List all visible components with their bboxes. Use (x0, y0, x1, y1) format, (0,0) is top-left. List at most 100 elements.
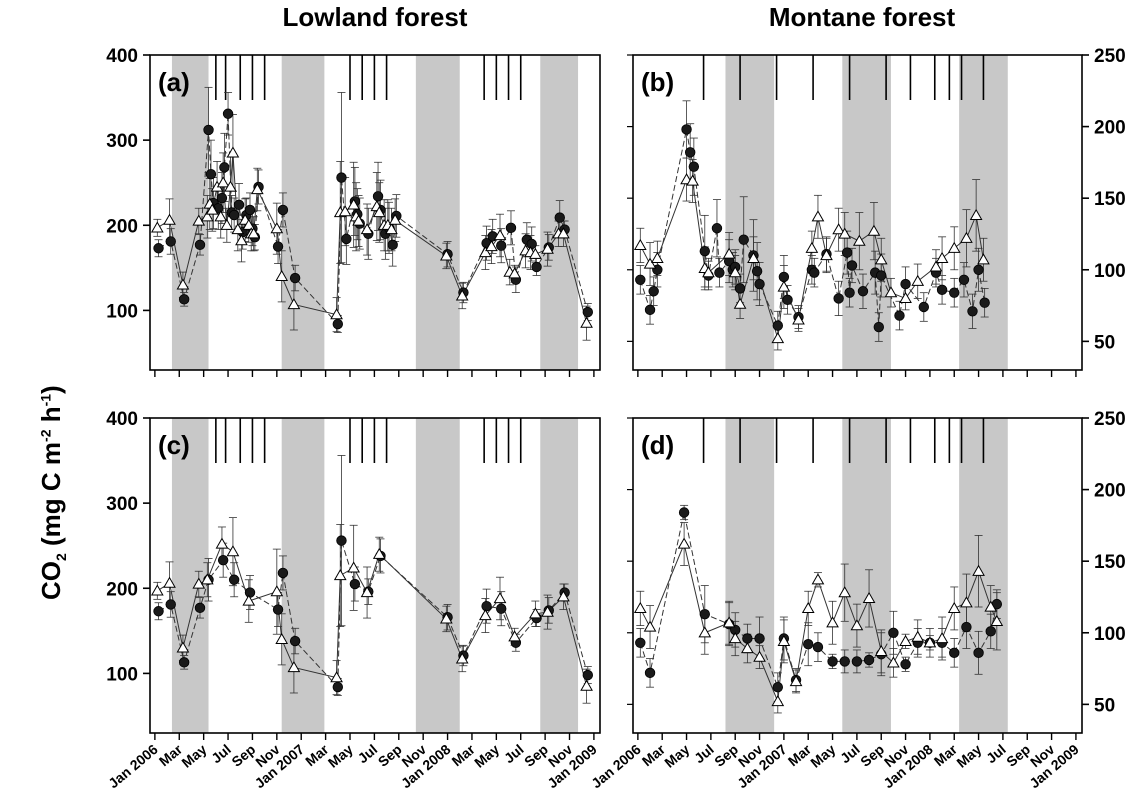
point-filled-circle (742, 633, 753, 644)
point-open-triangle (287, 660, 301, 673)
point-filled-circle (194, 239, 206, 251)
point-open-triangle (801, 601, 815, 614)
point-filled-circle (216, 192, 228, 204)
point-filled-circle (205, 168, 217, 180)
point-open-triangle (247, 227, 261, 239)
point-open-triangle (838, 586, 852, 598)
point-filled-circle (372, 191, 384, 202)
x-tick-label: May (325, 741, 356, 771)
point-open-triangle (205, 203, 219, 215)
point-open-triangle (479, 609, 492, 621)
point-open-triangle (338, 205, 352, 217)
series-line (157, 543, 588, 687)
point-open-triangle (826, 616, 839, 628)
point-filled-circle (844, 287, 855, 298)
point-open-triangle (333, 568, 347, 581)
point-filled-circle (973, 264, 984, 275)
shaded-period (959, 55, 1008, 370)
shaded-period (415, 418, 460, 733)
point-filled-circle (341, 233, 352, 245)
point-open-triangle (529, 607, 542, 619)
point-filled-circle (900, 659, 911, 670)
point-open-triangle (633, 601, 647, 614)
point-filled-circle (900, 278, 911, 290)
point-filled-circle (958, 274, 970, 285)
point-open-triangle (235, 234, 248, 246)
panel-a: (a) 100 200 300 400 (106, 46, 601, 377)
point-open-triangle (741, 642, 754, 654)
point-filled-circle (496, 603, 507, 614)
point-open-triangle (643, 620, 657, 632)
point-open-triangle (911, 274, 925, 286)
point-open-triangle (163, 213, 176, 225)
point-filled-circle (827, 656, 838, 667)
point-open-triangle (200, 210, 214, 222)
point-open-triangle (275, 269, 289, 281)
x-tick-label: Jan 2006 (105, 741, 161, 791)
point-open-triangle (216, 176, 230, 188)
point-open-triangle (977, 253, 990, 265)
plot-frame (149, 417, 601, 734)
point-open-triangle (733, 297, 747, 309)
point-filled-circle (851, 656, 863, 667)
point-filled-circle (165, 236, 176, 247)
point-open-triangle (832, 223, 846, 235)
point-filled-circle (272, 604, 284, 615)
point-filled-circle (888, 627, 899, 638)
point-filled-circle (222, 108, 234, 119)
point-filled-circle (228, 574, 240, 585)
point-open-triangle (899, 634, 912, 646)
point-open-triangle (347, 198, 361, 210)
point-filled-circle (734, 283, 746, 294)
x-tick-label: May (661, 741, 692, 771)
point-open-triangle (192, 214, 206, 226)
point-filled-circle (496, 240, 507, 251)
shaded-period (281, 418, 325, 733)
point-open-triangle (493, 228, 507, 241)
point-filled-circle (554, 212, 565, 223)
point-open-triangle (352, 214, 365, 226)
point-filled-circle (332, 681, 344, 693)
point-open-triangle (270, 585, 284, 597)
point-open-triangle (231, 223, 245, 235)
point-filled-circle (846, 260, 858, 271)
point-open-triangle (242, 594, 256, 606)
point-open-triangle (686, 174, 699, 186)
point-filled-circle (289, 272, 301, 284)
point-open-triangle (753, 650, 766, 662)
y-tick-label: 250 (1094, 46, 1126, 67)
point-filled-circle (228, 209, 240, 221)
point-open-triangle (911, 630, 925, 642)
point-filled-circle (165, 599, 176, 610)
point-open-triangle (580, 316, 593, 328)
point-open-triangle (811, 210, 825, 222)
point-open-triangle (698, 626, 712, 638)
point-open-triangle (330, 308, 343, 320)
series-line (639, 129, 986, 328)
x-tick-label: Jul (208, 741, 234, 766)
x-tick-label: Jul (691, 741, 717, 766)
point-filled-circle (678, 507, 690, 518)
point-filled-circle (772, 681, 783, 693)
y-tick-label: 250 (1094, 409, 1126, 430)
point-filled-circle (857, 286, 869, 297)
point-filled-circle (336, 535, 347, 546)
point-filled-circle (863, 654, 875, 666)
point-open-triangle (929, 260, 943, 272)
y-tick-label: 200 (1094, 118, 1126, 139)
point-open-triangle (960, 231, 973, 243)
point-filled-circle (526, 238, 537, 250)
point-open-triangle (226, 545, 240, 557)
y-tick-label: 150 (1094, 189, 1126, 210)
point-filled-circle (809, 267, 820, 278)
point-filled-circle (332, 318, 344, 330)
point-filled-circle (277, 567, 289, 579)
point-filled-circle (894, 310, 905, 321)
point-open-triangle (650, 251, 664, 263)
point-filled-circle (973, 647, 984, 659)
y-tick-label: 200 (106, 579, 138, 600)
point-open-triangle (250, 183, 264, 195)
y-tick-label: 100 (106, 664, 138, 685)
